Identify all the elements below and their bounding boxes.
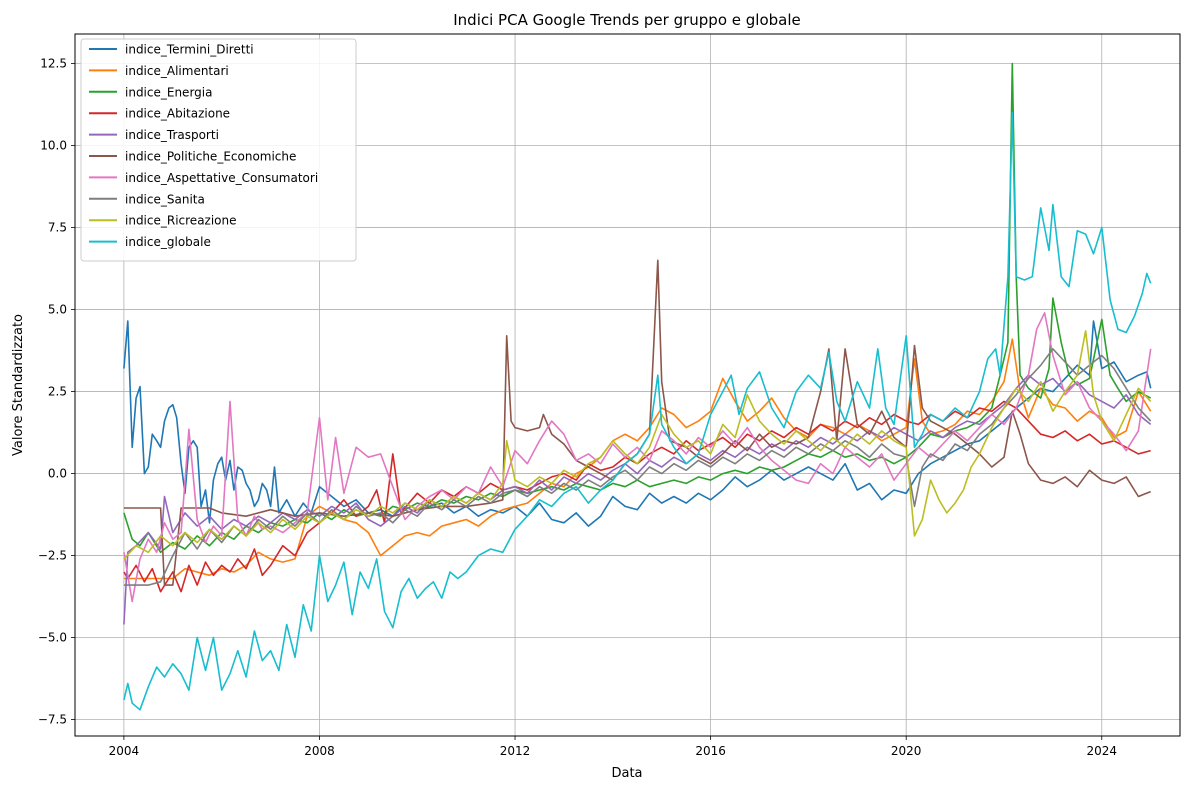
- y-axis-ticks: −7.5 −5.0 −2.5 0.0 2.5 5.0 7.5 10.0 12.5: [38, 57, 75, 727]
- y-tick-label: 7.5: [48, 221, 67, 235]
- y-tick-label: 0.0: [48, 467, 67, 481]
- x-tick-label: 2016: [695, 744, 726, 758]
- legend-label: indice_Politiche_Economiche: [125, 150, 296, 164]
- plot-lines: [123, 62, 1152, 711]
- x-tick-label: 2008: [304, 744, 335, 758]
- legend: indice_Termini_Diretti indice_Alimentarii…: [80, 38, 357, 262]
- legend-label: indice_Aspettative_Consumatori: [125, 171, 318, 185]
- x-tick-label: 2024: [1086, 744, 1117, 758]
- series-line-indice_Alimentari: [123, 338, 1152, 580]
- series-line-indice_globale: [123, 111, 1152, 711]
- y-tick-label: 10.0: [40, 139, 67, 153]
- axes-frame: [74, 33, 1181, 737]
- series-line-indice_Ricreazione: [123, 330, 1152, 560]
- legend-label: indice_globale: [125, 235, 211, 249]
- legend-label: indice_Sanita: [125, 192, 205, 206]
- legend-label: indice_Abitazione: [125, 107, 230, 121]
- y-tick-label: −2.5: [38, 549, 67, 563]
- y-tick-label: 5.0: [48, 303, 67, 317]
- x-axis-label: Data: [611, 766, 642, 781]
- legend-label: indice_Trasporti: [125, 128, 219, 142]
- x-axis-ticks: 2004 2008 2012 2016 2020 2024: [109, 736, 1117, 758]
- x-tick-label: 2012: [500, 744, 531, 758]
- legend-box: [80, 38, 357, 262]
- legend-label: indice_Termini_Diretti: [125, 43, 254, 57]
- y-tick-label: −5.0: [38, 631, 67, 645]
- series-line-indice_Termini_Diretti: [123, 320, 1152, 527]
- y-axis-label: Valore Standardizzato: [11, 314, 26, 456]
- series-line-indice_Politiche_Economiche: [123, 259, 1151, 586]
- series-line-indice_Aspettative_Consumatori: [123, 311, 1152, 603]
- y-tick-label: 2.5: [48, 385, 67, 399]
- x-tick-label: 2020: [891, 744, 922, 758]
- y-tick-label: 12.5: [40, 57, 67, 71]
- x-tick-label: 2004: [109, 744, 140, 758]
- legend-label: indice_Energia: [125, 85, 212, 99]
- legend-label: indice_Ricreazione: [125, 214, 237, 228]
- chart-title: Indici PCA Google Trends per gruppo e gl…: [453, 11, 801, 29]
- series-line-indice_Sanita: [123, 348, 1152, 586]
- y-tick-label: −7.5: [38, 713, 67, 727]
- legend-label: indice_Alimentari: [125, 64, 229, 78]
